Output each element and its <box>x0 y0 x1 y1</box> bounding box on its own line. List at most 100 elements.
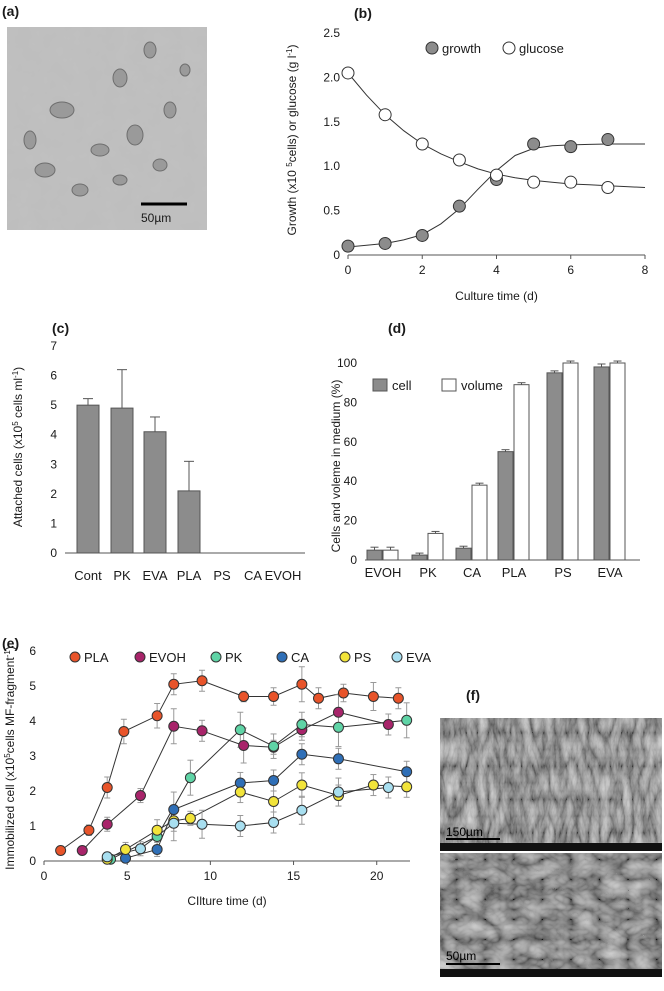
c-bar-PK <box>110 407 134 554</box>
c-y-tick-label: 0 <box>50 546 57 560</box>
e-point-EVA <box>332 786 344 798</box>
b-point-growth <box>527 137 541 151</box>
scale-bar-f-top-text: 150µm <box>446 825 483 839</box>
e-point-EVA <box>134 843 146 855</box>
d-bar-cell-CA <box>455 547 472 561</box>
c-y-tick-label: 6 <box>50 369 57 383</box>
e-point-CA <box>234 777 246 789</box>
b-x-axis-label: Culture time (d) <box>455 289 538 303</box>
c-category-label: CA <box>244 568 262 583</box>
b-point-glucose <box>378 108 392 122</box>
d-bar-volume-CA <box>471 484 488 561</box>
panel-b-label: (b) <box>354 5 372 21</box>
d-y-tick-label: 100 <box>337 356 357 370</box>
e-legend-marker-EVOH <box>134 651 146 663</box>
e-y-tick-label: 6 <box>29 644 36 658</box>
b-y-tick-label: 0 <box>333 248 340 262</box>
e-point-PLA <box>151 710 163 722</box>
chart-e: (e) 0 5 10 15 20 0 1 2 3 4 5 6 CIlture time (d) Immobi… <box>2 635 431 908</box>
d-bar-volume-EVOH <box>382 549 399 561</box>
e-x-tick-label: 15 <box>287 869 301 883</box>
c-y-tick-label: 7 <box>50 339 57 353</box>
e-y-tick-label: 5 <box>29 679 36 693</box>
e-point-PK <box>234 724 246 736</box>
e-point-CA <box>401 766 413 778</box>
c-bar-Cont <box>76 404 100 554</box>
e-point-PS <box>184 812 196 824</box>
e-legend-label-PLA: PLA <box>84 650 109 665</box>
e-point-PLA <box>83 824 95 836</box>
e-point-PLA <box>367 691 379 702</box>
e-x-axis-label: CIlture time (d) <box>187 894 266 908</box>
b-y-tick-label: 1.0 <box>323 159 340 173</box>
b-y-tick-label: 2.5 <box>323 26 340 40</box>
e-point-EVA <box>382 782 394 793</box>
e-point-EVOH <box>76 845 88 856</box>
e-point-PS <box>401 781 413 793</box>
c-category-label: Cont <box>74 568 102 583</box>
e-point-PK <box>401 714 413 726</box>
b-point-glucose <box>490 168 503 182</box>
e-point-EVOH <box>134 790 146 802</box>
b-point-growth <box>378 236 392 250</box>
e-x-tick-label: 5 <box>124 869 131 883</box>
e-legend-marker-CA <box>276 651 288 663</box>
e-point-CA <box>268 775 280 786</box>
e-x-tick-label: 10 <box>204 869 218 883</box>
sem-top-infobar <box>440 843 662 851</box>
c-y-tick-label: 2 <box>50 487 57 501</box>
e-point-EVA <box>168 817 180 829</box>
b-y-tick-label: 0.5 <box>323 204 340 218</box>
e-point-PLA <box>196 675 208 687</box>
c-bar-EVA <box>143 431 167 554</box>
e-point-CA <box>332 753 344 765</box>
e-y-tick-label: 1 <box>29 819 36 833</box>
b-x-tick-label: 2 <box>419 263 426 277</box>
panel-d-label: (d) <box>388 320 406 336</box>
b-y-tick-label: 2.0 <box>323 70 340 84</box>
d-bar-cell-PS <box>546 372 563 561</box>
e-point-EVOH <box>101 818 113 830</box>
b-series-growth-curve <box>347 143 645 248</box>
e-point-EVA <box>268 817 280 828</box>
b-point-growth <box>452 199 466 213</box>
b-x-tick-label: 6 <box>567 263 574 277</box>
d-category-label: EVOH <box>365 565 402 580</box>
e-point-EVA <box>101 851 113 863</box>
b-point-glucose <box>341 66 355 80</box>
panel-f-label: (f) <box>466 687 480 703</box>
e-legend-label-EVOH: EVOH <box>149 650 186 665</box>
e-point-PS <box>120 843 132 855</box>
d-category-label: CA <box>463 565 481 580</box>
b-y-axis-label: Growth (x10 5cells) or glucose (g l-1) <box>285 45 300 236</box>
panel-a: (a) 50µm <box>2 3 207 230</box>
micrograph-texture <box>7 27 207 230</box>
c-y-tick-label: 1 <box>50 516 57 530</box>
d-legend-label-cell: cell <box>392 378 412 393</box>
e-point-PLA <box>392 692 404 704</box>
e-point-CA <box>296 748 308 760</box>
d-y-tick-label: 60 <box>344 435 358 449</box>
e-point-EVOH <box>238 740 250 751</box>
e-y-tick-label: 4 <box>29 714 36 728</box>
b-legend-label-growth: growth <box>442 41 481 56</box>
sem-bottom-infobar <box>440 969 662 977</box>
b-point-glucose <box>415 137 429 151</box>
c-category-label: PLA <box>177 568 202 583</box>
e-point-PLA <box>313 692 324 704</box>
d-bar-cell-PK <box>411 554 428 561</box>
e-point-PS <box>296 779 308 791</box>
e-point-EVA <box>196 818 208 830</box>
c-bar-PLA <box>177 490 201 554</box>
e-point-PLA <box>238 691 250 702</box>
d-y-tick-label: 80 <box>344 395 358 409</box>
e-series-EVOH-line <box>81 711 389 851</box>
b-x-tick-label: 4 <box>493 263 500 277</box>
e-point-PLA <box>268 691 280 702</box>
e-legend-marker-PS <box>339 651 351 663</box>
c-category-label: PS <box>213 568 231 583</box>
d-y-tick-label: 0 <box>350 553 357 567</box>
d-category-label: EVA <box>597 565 622 580</box>
panel-a-label: (a) <box>2 3 19 19</box>
e-series-CA-line <box>125 753 407 859</box>
